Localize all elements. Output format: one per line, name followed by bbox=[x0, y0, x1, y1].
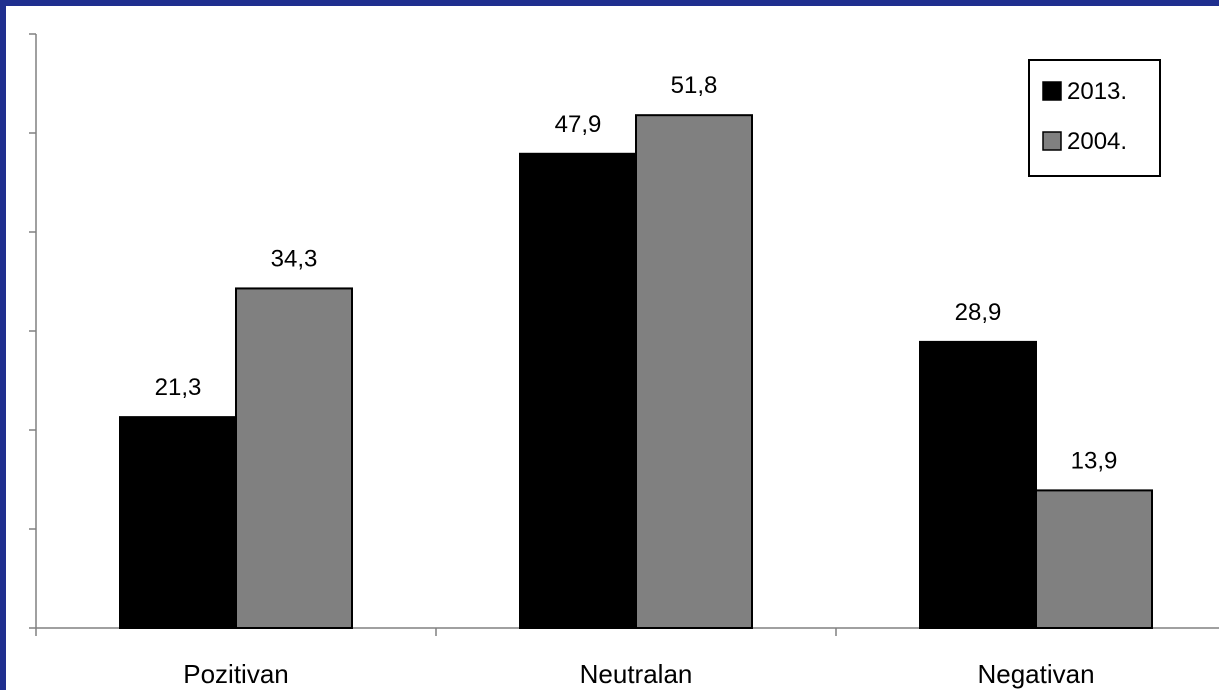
bar-neutralan-series-1 bbox=[519, 152, 637, 629]
category-label-pozitivan: Pozitivan bbox=[183, 659, 289, 689]
data-label-negativan-series-2: 13,9 bbox=[1071, 447, 1118, 474]
category-label-negativan: Negativan bbox=[977, 659, 1094, 689]
legend: 2013. 2004. bbox=[1028, 59, 1161, 177]
legend-box bbox=[1028, 59, 1161, 177]
bar-pozitivan-series-1 bbox=[119, 416, 237, 629]
data-label-negativan-series-1: 28,9 bbox=[955, 299, 1002, 326]
bar-chart: 21,3 34,3 Pozitivan 47,9 51,8 Neutralan 28,9 13… bbox=[29, 33, 1219, 689]
category-label-neutralan: Neutralan bbox=[580, 659, 693, 689]
legend-swatch-1 bbox=[1042, 81, 1062, 101]
plot-area: 21,3 34,3 Pozitivan 47,9 51,8 Neutralan 28,9 13… bbox=[29, 33, 1219, 689]
data-label-pozitivan-series-1: 21,3 bbox=[155, 374, 202, 401]
bar-negativan-series-2 bbox=[1035, 489, 1153, 630]
data-label-neutralan-series-2: 51,8 bbox=[671, 72, 718, 99]
bar-pozitivan-series-2 bbox=[235, 287, 353, 629]
data-label-neutralan-series-1: 47,9 bbox=[555, 111, 602, 138]
legend-label-2: 2004. bbox=[1067, 128, 1127, 155]
bar-negativan-series-1 bbox=[919, 340, 1037, 629]
data-label-pozitivan-series-2: 34,3 bbox=[271, 245, 318, 272]
legend-label-1: 2013. bbox=[1067, 78, 1127, 105]
legend-swatch-2 bbox=[1042, 131, 1062, 151]
bar-neutralan-series-2 bbox=[635, 114, 753, 630]
